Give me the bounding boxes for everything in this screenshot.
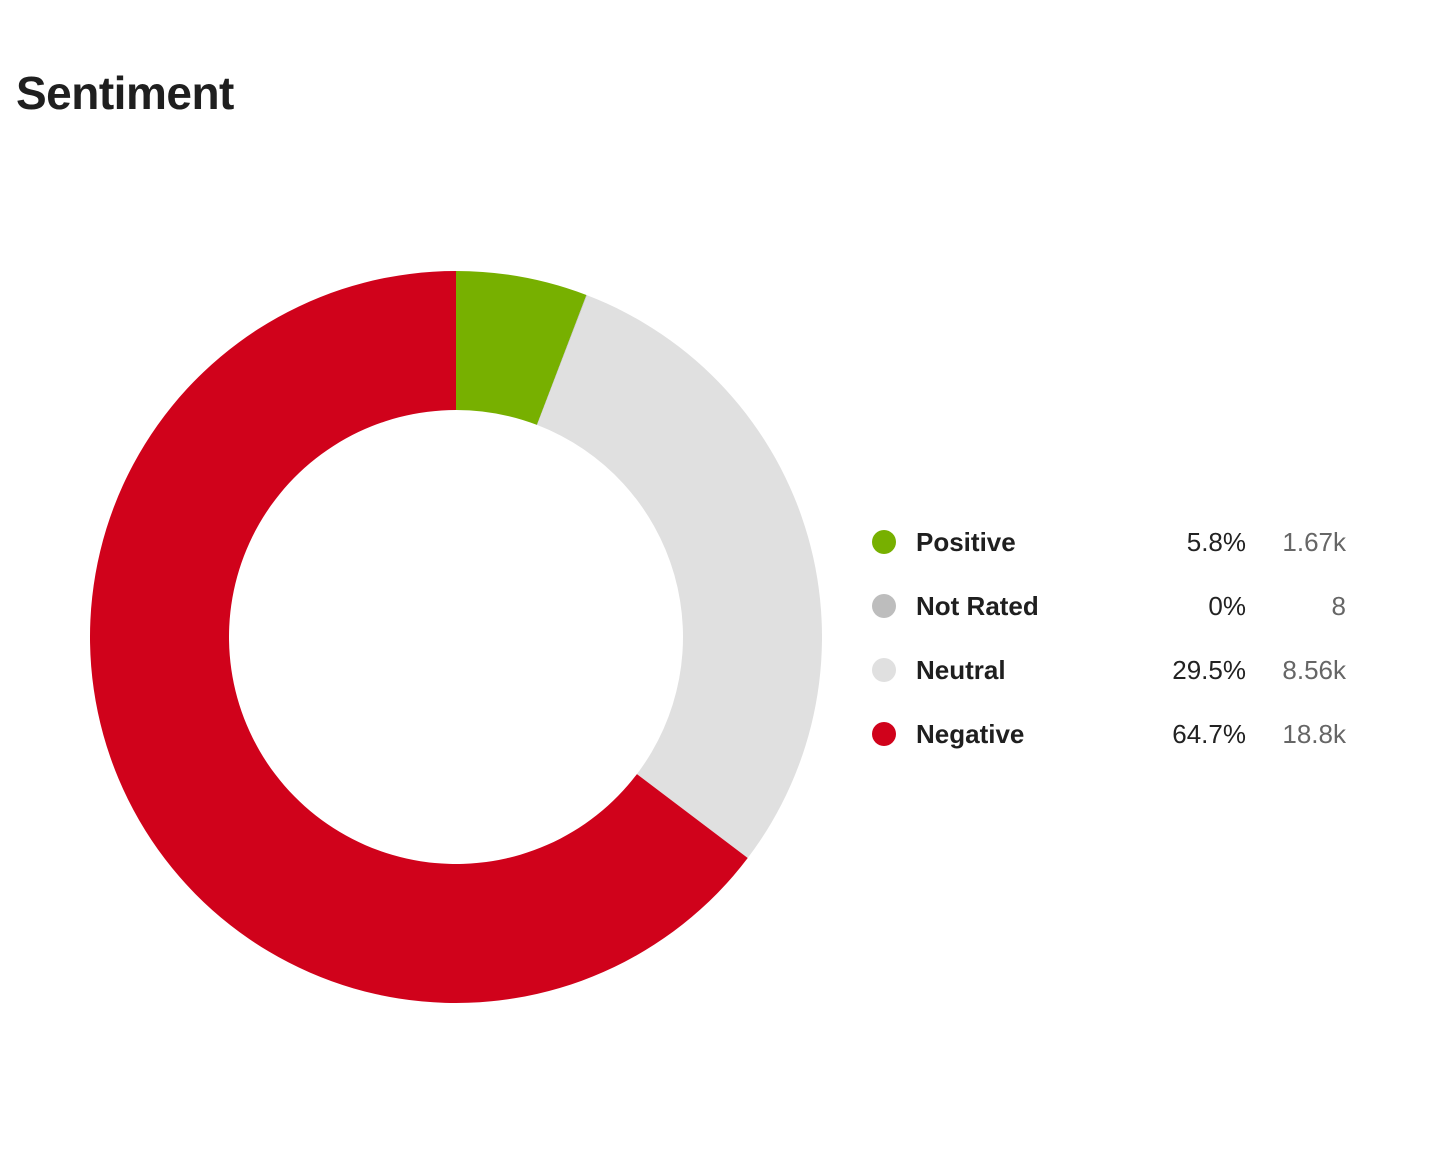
legend-count: 18.8k bbox=[1282, 718, 1346, 749]
chart-title: Sentiment bbox=[16, 67, 234, 119]
slice-positive[interactable] bbox=[456, 271, 587, 425]
donut-chart bbox=[89, 271, 822, 1003]
legend-percent: 0% bbox=[1208, 590, 1246, 621]
legend-dot-icon bbox=[872, 658, 896, 682]
legend-count: 8.56k bbox=[1282, 654, 1346, 685]
legend-item-neutral[interactable]: Neutral 29.5% 8.56k bbox=[872, 638, 1372, 702]
slice-neutral[interactable] bbox=[537, 295, 822, 859]
slice-negative[interactable] bbox=[89, 271, 748, 1003]
legend-item-not-rated[interactable]: Not Rated 0% 8 bbox=[872, 574, 1372, 638]
legend-label: Positive bbox=[916, 526, 1016, 557]
legend-label: Not Rated bbox=[916, 590, 1039, 621]
legend-percent: 29.5% bbox=[1172, 654, 1246, 685]
legend-percent: 64.7% bbox=[1172, 718, 1246, 749]
legend-count: 1.67k bbox=[1282, 526, 1346, 557]
legend-item-negative[interactable]: Negative 64.7% 18.8k bbox=[872, 702, 1372, 766]
legend-item-positive[interactable]: Positive 5.8% 1.67k bbox=[872, 510, 1372, 574]
slice-not-rated[interactable] bbox=[536, 295, 588, 426]
legend-percent: 5.8% bbox=[1186, 526, 1246, 557]
legend-label: Negative bbox=[916, 718, 1025, 749]
legend-dot-icon bbox=[872, 594, 896, 618]
legend-label: Neutral bbox=[916, 654, 1006, 685]
chart-legend: Positive 5.8% 1.67k Not Rated 0% 8 Neutral 29.5… bbox=[872, 510, 1372, 766]
legend-count: 8 bbox=[1331, 590, 1346, 621]
legend-dot-icon bbox=[872, 722, 896, 746]
legend-dot-icon bbox=[872, 530, 896, 554]
